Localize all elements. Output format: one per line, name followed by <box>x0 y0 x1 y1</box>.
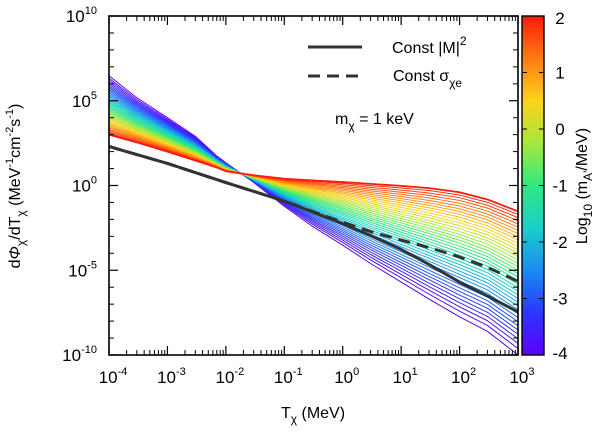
legend: Const |M|2 Const σχe <box>308 34 467 90</box>
x-tick-label: 103 <box>509 366 534 387</box>
y-tick-label: 105 <box>72 90 97 111</box>
mediator-curve <box>109 114 518 261</box>
x-axis-title: Tχ (MeV) <box>281 405 345 426</box>
mediator-curve <box>109 77 518 350</box>
y-tick-label: 10-5 <box>68 259 97 280</box>
y-tick-label: 100 <box>72 175 97 196</box>
mediator-curve <box>109 99 518 296</box>
benchmark-curves <box>109 145 518 314</box>
mass-annotation: mχ = 1 keV <box>335 111 414 133</box>
x-tick-label: 100 <box>334 366 359 387</box>
colorbar-tick-label: 1 <box>555 64 564 83</box>
mediator-curve <box>109 121 518 244</box>
const-m-curve <box>109 145 518 314</box>
mediator-curve <box>109 107 518 278</box>
mediator-curve <box>109 118 518 251</box>
colorbar-tick-label: 2 <box>555 9 564 28</box>
y-tick-label: 10-10 <box>62 344 97 365</box>
x-tick-label: 102 <box>451 366 476 387</box>
colorbar-tick-label: -4 <box>552 344 567 363</box>
legend-label-const-m: Const |M|2 <box>392 34 467 57</box>
mediator-curve <box>109 101 518 292</box>
y-axis-ticks: 10-10 10-5 100 105 1010 <box>62 5 518 365</box>
colorbar-title: Log10 (mA'/MeV) <box>574 128 595 244</box>
mediator-curve <box>109 130 518 222</box>
mediator-curve <box>109 123 518 238</box>
mediator-curve <box>109 122 518 241</box>
mediator-curve <box>109 80 518 344</box>
colorbar-tick-label: -3 <box>552 290 567 309</box>
mediator-curve <box>109 104 518 285</box>
mediator-curve <box>109 108 518 274</box>
x-tick-label: 101 <box>393 366 418 387</box>
legend-label-const-sigma: Const σχe <box>393 68 462 90</box>
mediator-curve <box>109 81 518 340</box>
mediator-curve <box>109 125 518 235</box>
mediator-curve <box>109 95 518 307</box>
mediator-curve <box>109 105 518 281</box>
colorbar-tick-label: -1 <box>552 177 567 196</box>
x-tick-label: 10-4 <box>99 366 128 387</box>
mediator-curve <box>109 115 518 257</box>
colorbar-ticks: 2 1 0 -1 -2 -3 -4 <box>522 9 568 363</box>
x-tick-label: 10-2 <box>216 366 245 387</box>
mediator-curve <box>109 75 518 355</box>
mediator-curve <box>109 96 518 303</box>
mediator-curve <box>109 127 518 228</box>
mediator-curve <box>109 128 518 225</box>
colorbar-tick-label: 0 <box>555 120 564 139</box>
mediator-curve <box>109 117 518 254</box>
mediator-curve <box>109 112 518 264</box>
x-axis-ticks: 10-4 10-3 10-2 10-1 100 101 102 103 <box>99 16 535 387</box>
mediator-curve <box>109 131 518 219</box>
mediator-curve <box>109 85 518 331</box>
mediator-curve <box>109 133 518 213</box>
mediator-curve <box>109 98 518 299</box>
mediator-curve <box>109 119 518 248</box>
colorbar-tick-label: -2 <box>552 233 567 252</box>
const-sigma-curve <box>109 145 518 283</box>
mediator-curve <box>109 87 518 327</box>
mediator-curve <box>109 110 518 271</box>
mediator-curve <box>109 83 518 335</box>
x-tick-label: 10-1 <box>274 366 303 387</box>
mediator-curve <box>109 111 518 268</box>
y-tick-label: 1010 <box>66 5 97 26</box>
mediator-curve <box>109 126 518 231</box>
x-tick-label: 10-3 <box>157 366 186 387</box>
y-axis-title: dΦχ/dTχ (MeV-1cm-2s-1) <box>4 104 28 269</box>
